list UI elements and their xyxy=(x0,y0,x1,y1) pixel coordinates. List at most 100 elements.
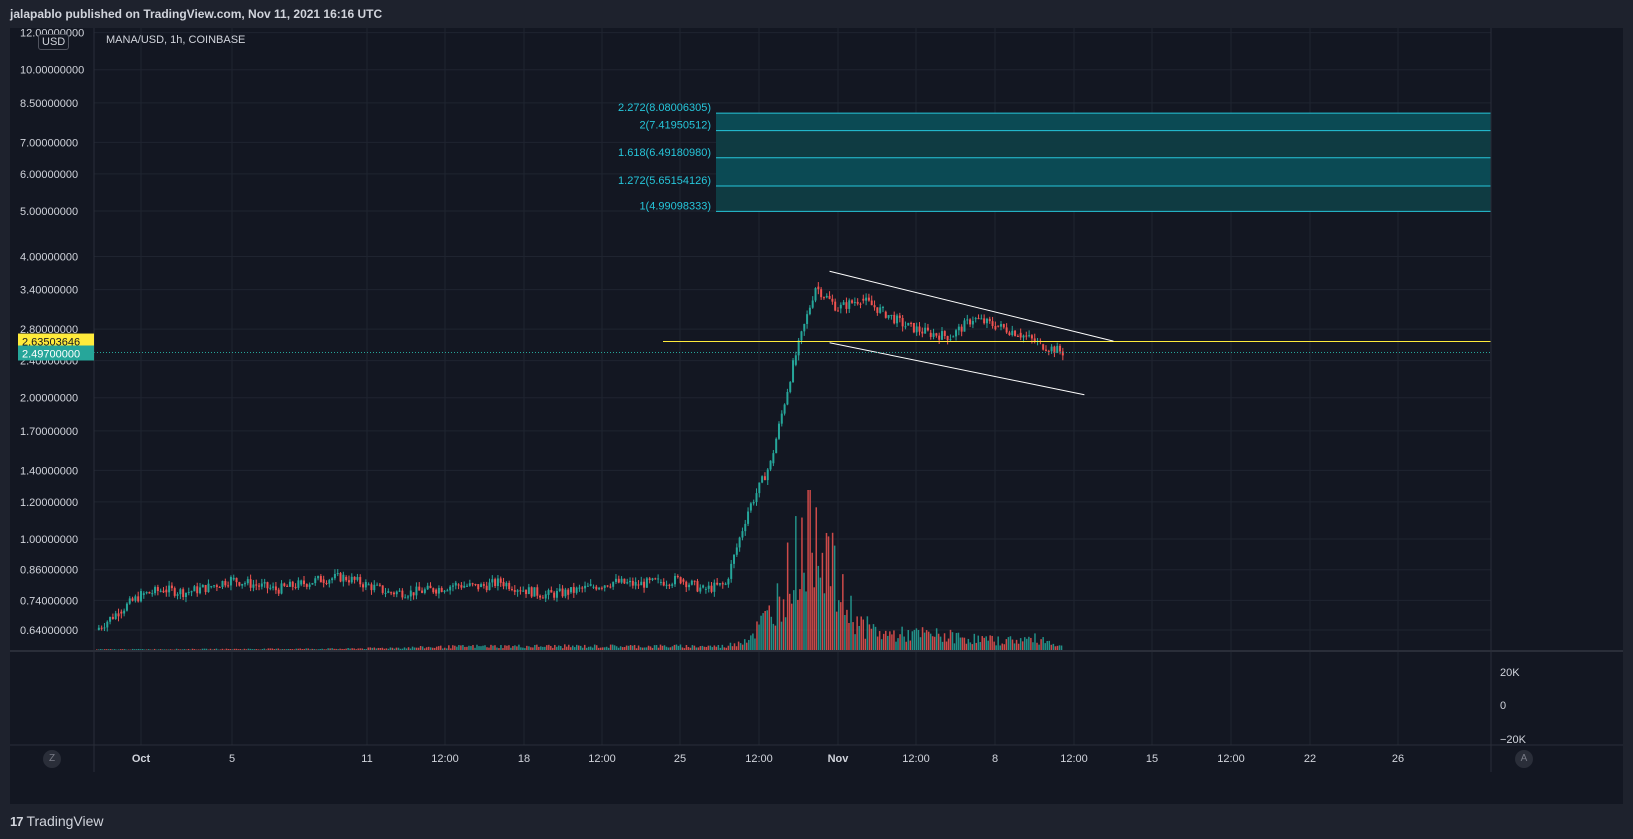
volume-bar xyxy=(413,647,416,650)
volume-bar xyxy=(827,536,830,650)
volume-bar xyxy=(440,645,442,650)
candle-body xyxy=(533,587,536,597)
candle-body xyxy=(460,585,463,588)
volume-bar xyxy=(807,490,809,650)
candle-body xyxy=(336,573,339,575)
volume-bar xyxy=(458,645,460,650)
candle-body xyxy=(409,590,412,597)
candle-body xyxy=(494,579,497,587)
volume-bar xyxy=(534,645,536,650)
price-axis-label: 1.20000000 xyxy=(20,497,78,509)
volume-bar xyxy=(1017,643,1020,650)
candle-body xyxy=(1042,344,1045,350)
tradingview-logo-icon: 17 xyxy=(10,813,24,829)
volume-bar xyxy=(917,630,920,650)
brand[interactable]: 17 TradingView xyxy=(10,813,104,829)
candle-body xyxy=(303,580,306,585)
channel-line-lower xyxy=(829,342,1085,396)
time-axis-label: 8 xyxy=(992,753,998,765)
volume-bar xyxy=(257,649,260,650)
candle-body xyxy=(558,588,561,591)
candle-body xyxy=(724,583,727,585)
candle-body xyxy=(915,326,918,333)
volume-bar xyxy=(484,645,486,650)
volume-bar xyxy=(532,647,534,650)
volume-bar xyxy=(448,645,450,650)
candle-body xyxy=(384,592,387,594)
candle-body xyxy=(842,302,845,305)
candle-body xyxy=(974,318,977,320)
candle-body xyxy=(581,587,584,589)
volume-bar xyxy=(522,647,524,650)
candle-body xyxy=(859,303,862,305)
candle-body xyxy=(690,580,693,585)
volume-bar xyxy=(355,649,357,650)
candle-body xyxy=(201,585,204,588)
volume-bar xyxy=(490,644,492,650)
candle-body xyxy=(1061,351,1064,356)
candle-body xyxy=(128,598,131,604)
candle-body xyxy=(924,327,927,334)
volume-axis-label: −20K xyxy=(1500,734,1527,746)
volume-bar xyxy=(255,649,258,650)
candle-body xyxy=(763,476,766,481)
candle-body xyxy=(912,322,915,333)
volume-bar xyxy=(504,645,506,650)
volume-bar xyxy=(611,644,614,650)
zoom-button[interactable]: Z xyxy=(43,750,61,768)
volume-bar xyxy=(673,644,676,650)
time-axis-label: 12:00 xyxy=(588,753,616,765)
volume-bar xyxy=(831,532,834,650)
volume-bar xyxy=(613,645,616,650)
auto-scale-button[interactable]: A xyxy=(1515,750,1533,768)
candle-body xyxy=(713,582,716,592)
volume-bar xyxy=(925,630,928,650)
volume-bar xyxy=(637,645,640,650)
candle-body xyxy=(443,590,446,592)
candle-body xyxy=(373,584,376,591)
candle-body xyxy=(806,314,809,324)
candle-body xyxy=(510,589,513,591)
volume-bar xyxy=(995,645,997,650)
candle-body xyxy=(755,493,758,503)
volume-bar xyxy=(607,647,610,650)
volume-bar xyxy=(1042,637,1044,650)
candle-body xyxy=(359,577,362,585)
candle-body xyxy=(921,331,924,334)
candle-body xyxy=(659,581,662,583)
candle-body xyxy=(789,382,792,392)
candle-body xyxy=(449,586,452,591)
volume-bar xyxy=(973,633,976,650)
volume-bar xyxy=(768,605,771,650)
candle-body xyxy=(100,627,103,629)
fib-zone xyxy=(716,157,1491,187)
volume-bar xyxy=(575,644,578,650)
candle-body xyxy=(710,585,713,592)
candle-body xyxy=(1059,345,1062,352)
candle-body xyxy=(769,460,772,470)
time-axis-label: 12:00 xyxy=(745,753,773,765)
candle-body xyxy=(269,587,272,589)
candle-body xyxy=(190,591,193,593)
volume-bar xyxy=(1013,643,1016,650)
candle-body xyxy=(994,326,997,330)
volume-axis-label: 20K xyxy=(1500,667,1520,679)
candle-body xyxy=(142,593,145,595)
currency-button[interactable]: USD xyxy=(38,34,70,50)
candle-body xyxy=(519,590,522,592)
volume-bar xyxy=(725,647,728,650)
volume-bar xyxy=(277,648,280,650)
volume-bar xyxy=(299,648,301,650)
volume-bar xyxy=(1028,636,1030,650)
volume-bar xyxy=(247,648,250,650)
volume-bar xyxy=(813,587,815,650)
volume-bar xyxy=(840,602,842,650)
volume-bar xyxy=(181,649,184,650)
volume-bar xyxy=(179,649,182,650)
price-axis-label: 7.00000000 xyxy=(20,137,78,149)
candle-body xyxy=(744,523,747,532)
time-axis-label: 18 xyxy=(518,753,530,765)
volume-bar xyxy=(811,552,813,650)
candle-body xyxy=(471,583,474,585)
candle-body xyxy=(662,581,665,586)
